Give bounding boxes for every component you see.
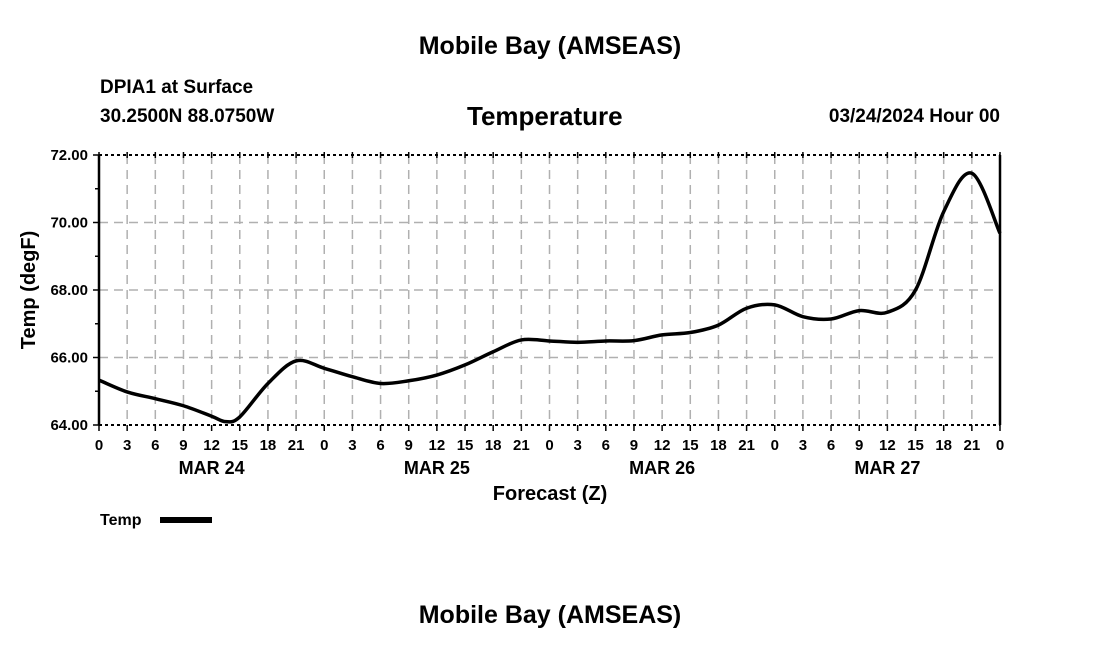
coordinates-label: 30.2500N 88.0750W [100, 106, 275, 127]
day-label: MAR 26 [629, 458, 695, 478]
x-tick-label: 15 [907, 437, 924, 454]
x-tick-label: 0 [95, 437, 103, 454]
x-tick-label: 18 [935, 437, 952, 454]
x-tick-label: 6 [376, 437, 384, 454]
series-line-temp [98, 171, 1002, 424]
y-tick-label: 66.00 [50, 350, 88, 367]
x-tick-label: 21 [513, 437, 530, 454]
x-axis-label: Forecast (Z) [493, 483, 607, 505]
x-tick-label: 3 [573, 437, 581, 454]
x-tick-label: 12 [203, 437, 220, 454]
y-tick-label: 68.00 [50, 282, 88, 299]
day-label: MAR 25 [404, 458, 470, 478]
x-tick-label: 9 [630, 437, 638, 454]
y-axis-label: Temp (degF) [18, 231, 40, 350]
day-label: MAR 27 [854, 458, 920, 478]
legend-label: Temp [100, 512, 142, 529]
chart-title: Mobile Bay (AMSEAS) [418, 32, 682, 60]
x-tick-label: 0 [320, 437, 328, 454]
x-tick-label: 9 [179, 437, 187, 454]
x-tick-label: 18 [485, 437, 502, 454]
variable-title: Temperature [467, 101, 623, 131]
day-label: MAR 24 [179, 458, 245, 478]
datetime-label: 03/24/2024 Hour 00 [828, 106, 1000, 127]
x-tick-label: 0 [996, 437, 1004, 454]
x-tick-label: 18 [710, 437, 727, 454]
y-tick-label: 64.00 [50, 417, 88, 434]
station-label: DPIA1 at Surface [100, 77, 254, 98]
x-tick-label: 9 [405, 437, 413, 454]
x-tick-label: 3 [348, 437, 356, 454]
x-tick-label: 6 [602, 437, 610, 454]
x-tick-label: 6 [151, 437, 159, 454]
footer-title: Mobile Bay (AMSEAS) [418, 601, 682, 629]
x-tick-label: 3 [123, 437, 131, 454]
x-tick-label: 0 [771, 437, 779, 454]
x-tick-label: 9 [855, 437, 863, 454]
x-tick-label: 21 [738, 437, 755, 454]
x-tick-label: 12 [879, 437, 896, 454]
x-tick-label: 15 [682, 437, 699, 454]
x-tick-label: 6 [827, 437, 835, 454]
x-tick-label: 15 [231, 437, 248, 454]
x-tick-label: 15 [457, 437, 474, 454]
x-tick-label: 21 [964, 437, 981, 454]
y-tick-label: 70.00 [50, 215, 88, 232]
x-tick-label: 3 [799, 437, 807, 454]
x-tick-label: 0 [545, 437, 553, 454]
x-tick-label: 21 [288, 437, 305, 454]
x-tick-label: 12 [654, 437, 671, 454]
x-tick-label: 12 [429, 437, 446, 454]
y-tick-label: 72.00 [50, 147, 88, 164]
x-tick-label: 18 [260, 437, 277, 454]
